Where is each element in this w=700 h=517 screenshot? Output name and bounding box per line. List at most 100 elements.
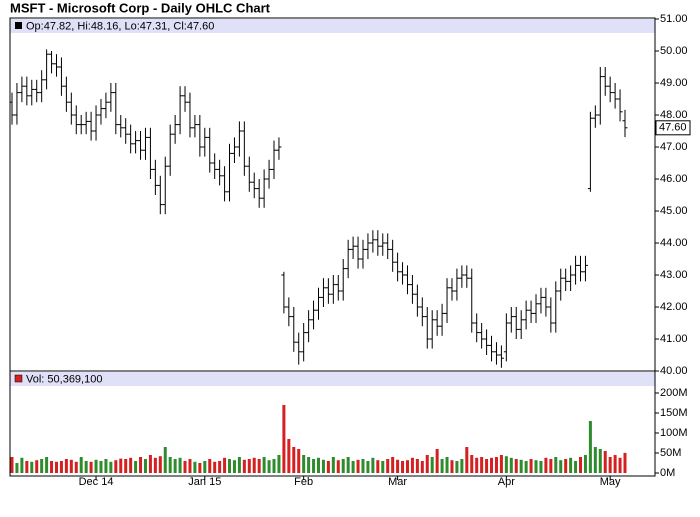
volume-bar: [242, 459, 246, 473]
volume-bar: [593, 447, 597, 473]
volume-bar: [470, 455, 474, 473]
volume-y-tick-label: 0M: [660, 467, 675, 479]
volume-bar: [544, 457, 548, 473]
volume-bar: [415, 459, 419, 473]
volume-bar: [134, 461, 138, 473]
volume-bar: [613, 455, 617, 473]
y-tick-label: 43.00: [660, 269, 688, 281]
x-tick-label: Dec 14: [79, 476, 114, 488]
volume-bar: [480, 457, 484, 473]
volume-bar: [361, 459, 365, 473]
y-tick-label: 42.00: [660, 301, 688, 313]
volume-bar: [153, 457, 157, 473]
volume-bar: [440, 459, 444, 473]
volume-bar: [341, 459, 345, 473]
volume-bar: [331, 457, 335, 473]
volume-bar: [104, 459, 108, 473]
volume-bar: [119, 458, 123, 473]
volume-bar: [272, 459, 276, 473]
volume-bar: [45, 457, 49, 473]
volume-bar: [30, 461, 34, 473]
volume-bar: [321, 459, 325, 473]
volume-bar: [564, 459, 568, 473]
volume-bar: [198, 463, 202, 473]
chart-title: MSFT - Microsoft Corp - Daily OHLC Chart: [10, 0, 271, 15]
volume-bar: [307, 457, 311, 473]
volume-bar: [554, 457, 558, 473]
volume-bar: [494, 457, 498, 473]
volume-bar: [366, 461, 370, 473]
volume-bar: [539, 461, 543, 473]
volume-bar: [40, 459, 44, 473]
volume-bar: [371, 457, 375, 473]
volume-bar: [425, 455, 429, 473]
volume-bar: [381, 461, 385, 473]
volume-bar: [396, 459, 400, 473]
volume-bar: [20, 457, 24, 473]
volume-bar: [499, 455, 503, 473]
volume-swatch: [14, 374, 23, 383]
volume-bar: [89, 461, 93, 473]
volume-bar: [405, 460, 409, 473]
volume-bar: [232, 460, 236, 473]
volume-bar: [549, 459, 553, 473]
x-tick-label: Apr: [498, 476, 515, 488]
volume-bar: [351, 461, 355, 473]
volume-bar: [143, 459, 147, 473]
volume-bar: [188, 459, 192, 473]
volume-bar: [297, 449, 301, 473]
volume-bar: [608, 457, 612, 473]
volume-bar: [401, 461, 405, 473]
volume-bar: [336, 460, 340, 473]
volume-bar: [124, 459, 128, 473]
legend-text: Op:47.82, Hi:48.16, Lo:47.31, Cl:47.60: [26, 20, 214, 32]
volume-bar: [148, 455, 152, 473]
volume-bar: [178, 457, 182, 473]
last-price-box: [655, 120, 691, 136]
volume-bar: [109, 461, 113, 473]
volume-bar: [302, 455, 306, 473]
volume-bar: [326, 461, 330, 473]
y-tick-label: 51.00: [660, 13, 688, 25]
y-tick-label: 40.00: [660, 365, 688, 377]
volume-bar: [139, 457, 143, 473]
volume-bar: [346, 457, 350, 473]
volume-bar: [208, 459, 212, 473]
volume-bar: [485, 459, 489, 473]
volume-y-tick-label: 100M: [660, 427, 688, 439]
y-tick-label: 46.00: [660, 173, 688, 185]
volume-bar: [277, 455, 281, 473]
volume-bar: [193, 461, 197, 473]
volume-bar: [54, 461, 58, 473]
x-tick-label: Feb: [294, 476, 313, 488]
volume-bar: [534, 460, 538, 473]
volume-bar: [465, 447, 469, 473]
volume-bar: [524, 461, 528, 473]
volume-bar: [223, 457, 227, 473]
volume-y-tick-label: 50M: [660, 447, 681, 459]
volume-bar: [579, 457, 583, 473]
volume-bar: [25, 461, 29, 473]
volume-bar: [237, 457, 241, 473]
volume-bar: [84, 461, 88, 473]
volume-bar: [267, 460, 271, 473]
volume-bar: [213, 461, 217, 473]
volume-bar: [252, 457, 256, 473]
volume-bar: [356, 459, 360, 473]
volume-bar: [312, 459, 316, 473]
volume-bar: [59, 461, 63, 473]
volume-bar: [598, 449, 602, 473]
y-tick-label: 44.00: [660, 237, 688, 249]
volume-legend-bar: [10, 372, 655, 386]
volume-bar: [569, 457, 573, 473]
volume-bar: [99, 461, 103, 473]
volume-bar: [168, 457, 172, 473]
volume-bar: [519, 459, 523, 473]
volume-bar: [376, 460, 380, 473]
volume-bar: [287, 439, 291, 473]
volume-bar: [435, 449, 439, 473]
volume-bar: [173, 459, 177, 473]
volume-bar: [10, 457, 14, 473]
volume-bar: [218, 461, 222, 473]
volume-bar: [129, 457, 133, 473]
